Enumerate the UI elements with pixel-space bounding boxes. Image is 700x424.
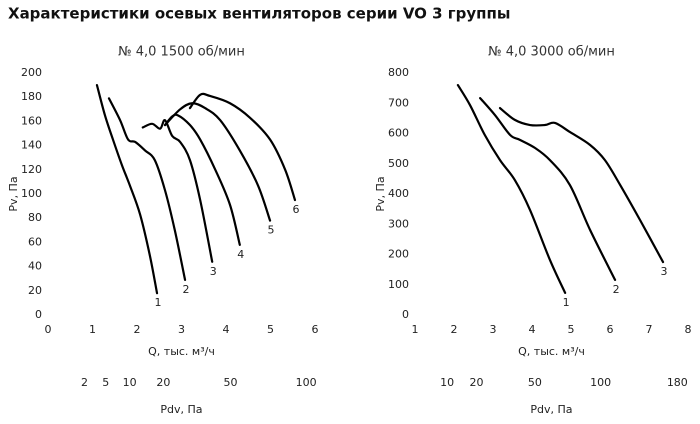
x2-tick-label: 10 (123, 376, 137, 389)
curve-label: 1 (155, 296, 162, 309)
x-tick-label: 2 (451, 323, 458, 336)
y-tick-label: 0 (35, 308, 42, 321)
y-tick-label: 160 (21, 114, 42, 127)
y-tick-label: 20 (28, 284, 42, 297)
chart-title: № 4,0 1500 об/мин (118, 45, 245, 60)
x2-tick-label: 50 (224, 376, 238, 389)
y-tick-label: 700 (388, 96, 409, 109)
x2-tick-label: 2 (81, 376, 88, 389)
x2-axis-label: Pdv, Па (530, 403, 572, 416)
y-tick-label: 40 (28, 260, 42, 273)
curve-label: 4 (237, 248, 244, 261)
curve (188, 92, 297, 202)
y-tick-label: 80 (28, 211, 42, 224)
y-tick-label: 60 (28, 235, 42, 248)
y-tick-label: 500 (388, 157, 409, 170)
curve-label: 3 (210, 265, 217, 278)
x-tick-label: 3 (490, 323, 497, 336)
y-tick-label: 100 (21, 187, 42, 200)
curve-label: 2 (613, 283, 620, 296)
x2-tick-label: 10 (440, 376, 454, 389)
x-tick-label: 3 (178, 323, 185, 336)
x-tick-label: 7 (646, 323, 653, 336)
x-tick-label: 0 (45, 323, 52, 336)
curve (95, 84, 159, 295)
x2-tick-label: 100 (296, 376, 317, 389)
curve (163, 113, 241, 246)
curve (479, 97, 617, 282)
curve (456, 84, 567, 295)
y-tick-label: 100 (388, 278, 409, 291)
curve (498, 106, 665, 264)
y-tick-label: 400 (388, 187, 409, 200)
curve-label: 1 (563, 296, 570, 309)
x-tick-label: 6 (312, 323, 319, 336)
x-tick-label: 4 (223, 323, 230, 336)
x-tick-label: 4 (529, 323, 536, 336)
y-tick-label: 800 (388, 66, 409, 79)
x-tick-label: 5 (267, 323, 274, 336)
y-tick-label: 0 (402, 308, 409, 321)
y-tick-label: 140 (21, 139, 42, 152)
x2-tick-label: 20 (156, 376, 170, 389)
x2-tick-label: 5 (102, 376, 109, 389)
y-axis-label: Pv, Па (7, 176, 20, 211)
x2-tick-label: 100 (590, 376, 611, 389)
y-tick-label: 200 (388, 248, 409, 261)
y-tick-label: 300 (388, 217, 409, 230)
curve-label: 5 (268, 224, 275, 237)
x-axis-label: Q, тыс. м³/ч (148, 345, 215, 358)
curve-label: 3 (661, 265, 668, 278)
curve (107, 97, 187, 282)
y-tick-label: 180 (21, 90, 42, 103)
curve (163, 102, 272, 222)
x-tick-label: 1 (89, 323, 96, 336)
x2-axis-label: Pdv, Па (160, 403, 202, 416)
x2-tick-label: 50 (528, 376, 542, 389)
y-tick-label: 600 (388, 127, 409, 140)
x-tick-label: 8 (685, 323, 692, 336)
x-tick-label: 2 (134, 323, 141, 336)
curve (141, 119, 214, 263)
curve-label: 2 (183, 283, 190, 296)
y-tick-label: 120 (21, 163, 42, 176)
x-tick-label: 5 (568, 323, 575, 336)
x-axis-label: Q, тыс. м³/ч (518, 345, 585, 358)
chart-title: № 4,0 3000 об/мин (488, 45, 615, 60)
y-tick-label: 200 (21, 66, 42, 79)
y-axis-label: Pv, Па (374, 176, 387, 211)
x-tick-label: 1 (412, 323, 419, 336)
x-tick-label: 6 (607, 323, 614, 336)
curve-label: 6 (292, 203, 299, 216)
x2-tick-label: 20 (470, 376, 484, 389)
page-title: Характеристики осевых вентиляторов серии… (8, 5, 510, 23)
x2-tick-label: 180 (667, 376, 688, 389)
